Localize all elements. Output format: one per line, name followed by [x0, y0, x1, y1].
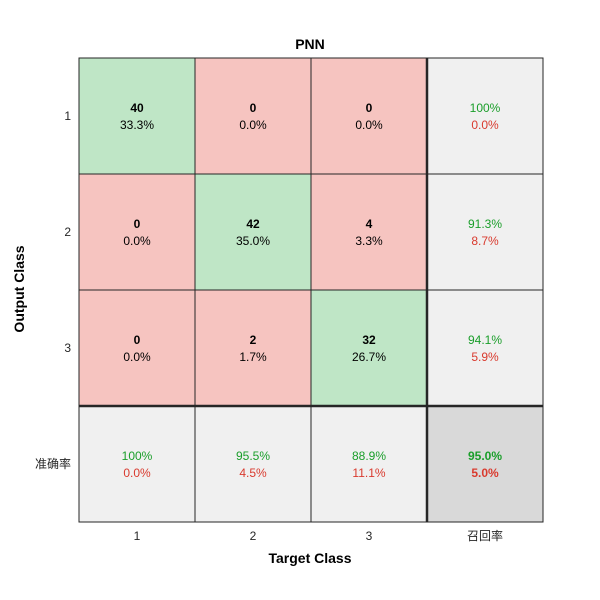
- axis-ticks: 1 2 3 召回率 1 2 3 准确率: [35, 109, 503, 543]
- cell-count: 2: [250, 333, 257, 347]
- col-summary-cell-bg: [79, 406, 195, 522]
- row-summary-cell-bg: [427, 174, 543, 290]
- matrix-cell-incorrect-bg: [195, 58, 311, 174]
- summary-bad-value: 0.0%: [471, 118, 499, 132]
- summary-good-value: 95.5%: [236, 449, 270, 463]
- matrix-cell-correct: 42 35.0%: [195, 174, 311, 290]
- cell-percent: 35.0%: [236, 234, 270, 248]
- cell-percent: 0.0%: [239, 118, 267, 132]
- summary-bad-value: 11.1%: [352, 466, 385, 480]
- col-summary-cell: 100% 0.0%: [79, 406, 195, 522]
- chart-title: PNN: [295, 36, 325, 52]
- col-summary-cell: 95.5% 4.5%: [195, 406, 311, 522]
- summary-bad-value: 5.0%: [471, 466, 499, 480]
- matrix-cell-correct-bg: [79, 58, 195, 174]
- cell-percent: 0.0%: [123, 350, 151, 364]
- matrix-cell-incorrect: 0 0.0%: [195, 58, 311, 174]
- x-tick-label: 1: [134, 529, 141, 543]
- matrix-cell-incorrect: 2 1.7%: [195, 290, 311, 406]
- matrix-cell-incorrect: 4 3.3%: [311, 174, 427, 290]
- y-tick-label: 1: [64, 109, 71, 123]
- y-tick-label-summary: 准确率: [35, 456, 71, 471]
- col-summary-cell: 88.9% 11.1%: [311, 406, 427, 522]
- y-axis-label: Output Class: [11, 245, 27, 332]
- matrix-cells: 40 33.3% 0 0.0% 0 0.0% 100% 0.0% 0 0.0% 42 35.0% 4 3.…: [79, 58, 543, 522]
- cell-count: 4: [366, 217, 373, 231]
- matrix-border: [78, 57, 544, 523]
- matrix-cell-incorrect-bg: [311, 58, 427, 174]
- x-tick-label: 2: [250, 529, 257, 543]
- col-summary-cell-bg: [195, 406, 311, 522]
- summary-bad-value: 4.5%: [239, 466, 267, 480]
- y-tick-label: 2: [64, 225, 71, 239]
- overall-accuracy-cell: 95.0% 5.0%: [427, 406, 543, 522]
- cell-percent: 3.3%: [355, 234, 383, 248]
- cell-percent: 0.0%: [355, 118, 383, 132]
- row-summary-cell: 94.1% 5.9%: [427, 290, 543, 406]
- row-summary-cell: 91.3% 8.7%: [427, 174, 543, 290]
- summary-good-value: 100%: [122, 449, 153, 463]
- cell-percent: 1.7%: [239, 350, 267, 364]
- cell-percent: 33.3%: [120, 118, 154, 132]
- summary-good-value: 100%: [470, 101, 501, 115]
- summary-good-value: 91.3%: [468, 217, 502, 231]
- matrix-cell-incorrect: 0 0.0%: [79, 290, 195, 406]
- matrix-cell-incorrect: 0 0.0%: [79, 174, 195, 290]
- matrix-cell-correct-bg: [311, 290, 427, 406]
- x-tick-label: 3: [366, 529, 373, 543]
- matrix-cell-incorrect-bg: [79, 290, 195, 406]
- row-summary-cell: 100% 0.0%: [427, 58, 543, 174]
- matrix-cell-incorrect-bg: [79, 174, 195, 290]
- summary-bad-value: 8.7%: [471, 234, 499, 248]
- cell-count: 0: [134, 217, 141, 231]
- matrix-cell-incorrect-bg: [311, 174, 427, 290]
- cell-count: 0: [366, 101, 373, 115]
- matrix-cell-correct: 32 26.7%: [311, 290, 427, 406]
- summary-bad-value: 0.0%: [123, 466, 151, 480]
- cell-count: 32: [362, 333, 376, 347]
- matrix-cell-incorrect-bg: [195, 290, 311, 406]
- summary-good-value: 94.1%: [468, 333, 502, 347]
- matrix-cell-incorrect: 0 0.0%: [311, 58, 427, 174]
- cell-percent: 26.7%: [352, 350, 386, 364]
- y-tick-label: 3: [64, 341, 71, 355]
- col-summary-cell-bg: [311, 406, 427, 522]
- cell-percent: 0.0%: [123, 234, 151, 248]
- x-tick-label-summary: 召回率: [467, 528, 503, 543]
- matrix-cell-correct: 40 33.3%: [79, 58, 195, 174]
- cell-count: 0: [250, 101, 257, 115]
- x-axis-label: Target Class: [269, 550, 352, 566]
- summary-bad-value: 5.9%: [471, 350, 499, 364]
- cell-count: 40: [130, 101, 144, 115]
- matrix-cell-correct-bg: [195, 174, 311, 290]
- overall-accuracy-cell-bg: [427, 406, 543, 522]
- summary-good-value: 95.0%: [468, 449, 502, 463]
- row-summary-cell-bg: [427, 290, 543, 406]
- row-summary-cell-bg: [427, 58, 543, 174]
- matrix-grid: [78, 57, 544, 523]
- cell-count: 42: [246, 217, 260, 231]
- summary-good-value: 88.9%: [352, 449, 386, 463]
- cell-count: 0: [134, 333, 141, 347]
